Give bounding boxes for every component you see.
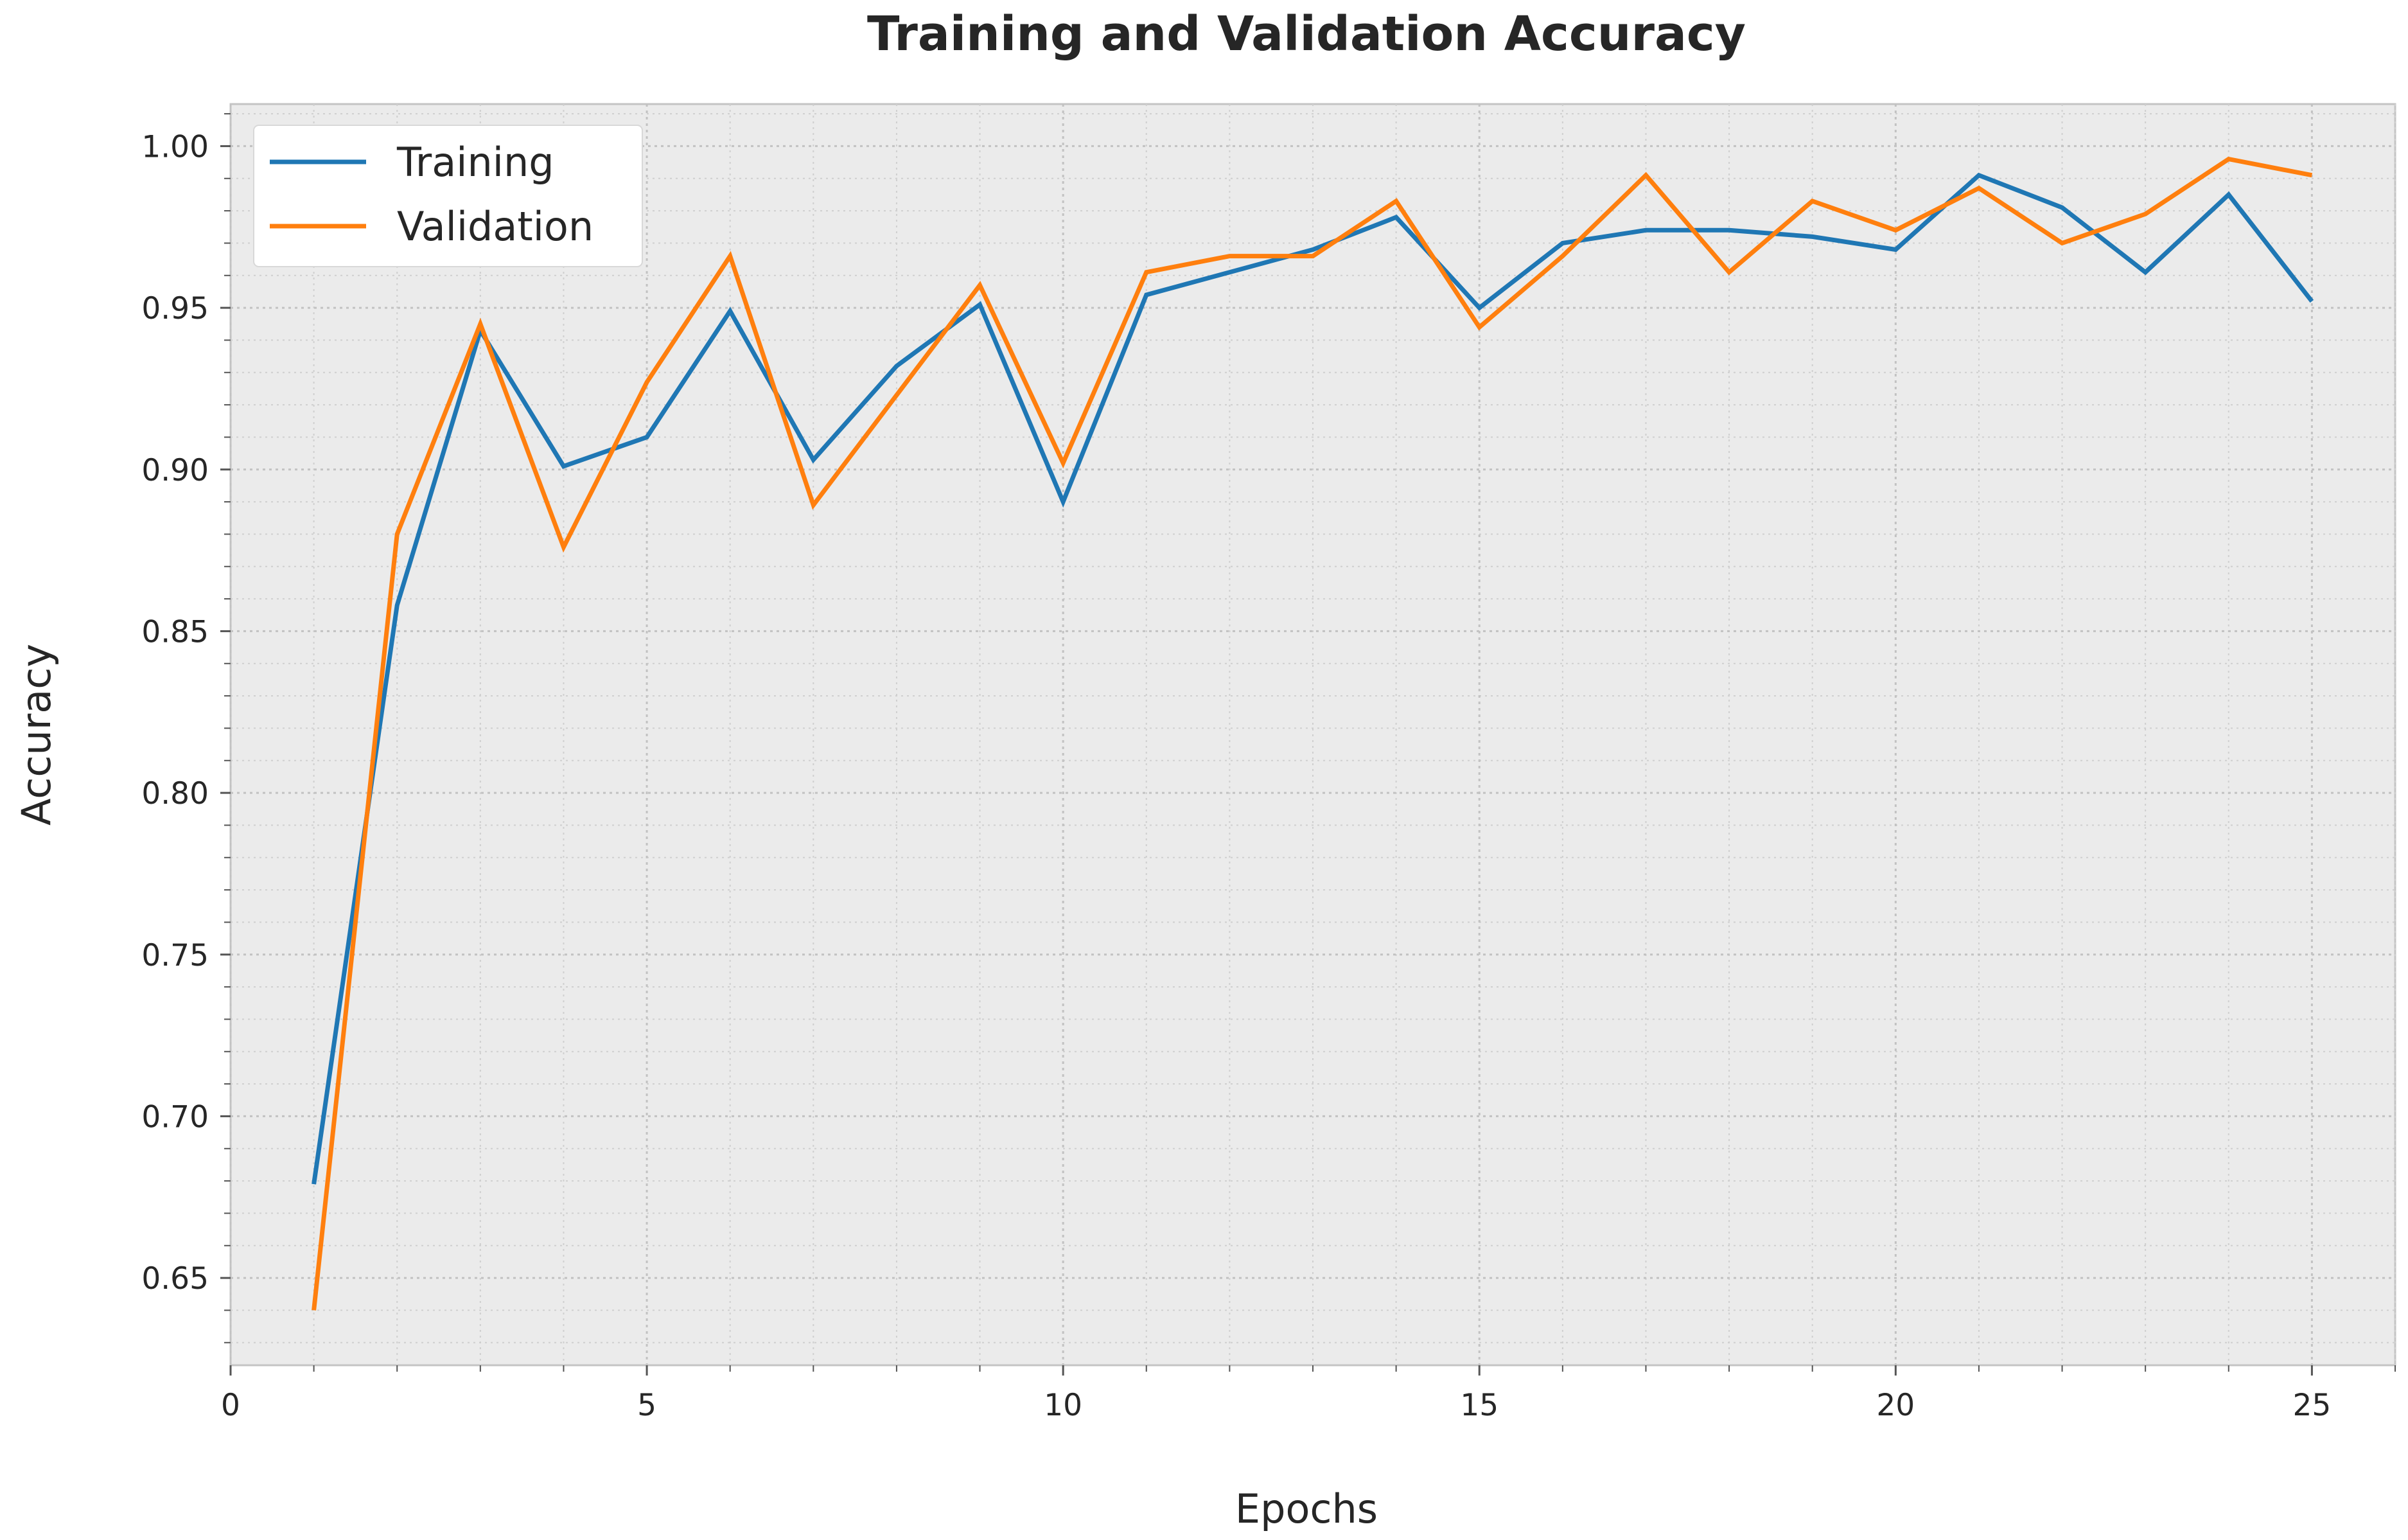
y-tick-label: 0.80 [141,776,209,811]
x-tick-label: 15 [1460,1388,1498,1423]
series-lines [312,156,2314,1311]
x-tick-label: 25 [2292,1388,2331,1423]
x-axis-label: Epochs [1235,1485,1378,1532]
y-tick-label: 0.95 [141,291,209,326]
y-tick-label: 0.75 [141,938,209,973]
y-tick-label: 0.90 [141,453,209,488]
grid-lines [229,104,2396,1365]
legend-label-training: Training [396,139,554,186]
x-tick-label: 5 [637,1388,656,1423]
y-tick-label: 0.70 [141,1099,209,1135]
x-tick-label: 20 [1876,1388,1915,1423]
axis-ticks: 0 5 10 15 20 25 0.65 0.70 0.75 0.80 0.85 0.90 0.95 1.… [141,113,2396,1423]
x-tick-label: 10 [1044,1388,1082,1423]
series-line-training [312,172,2314,1185]
legend-label-validation: Validation [397,203,593,250]
series-line-validation [312,156,2313,1311]
y-tick-label: 0.65 [141,1261,209,1297]
y-tick-label: 0.85 [141,614,209,650]
y-tick-label: 1.00 [141,129,209,164]
legend: Training Validation [253,125,643,267]
y-axis-label: Accuracy [13,644,60,826]
x-tick-label: 0 [221,1388,240,1423]
chart-title: Training and Validation Accuracy [867,6,1746,62]
